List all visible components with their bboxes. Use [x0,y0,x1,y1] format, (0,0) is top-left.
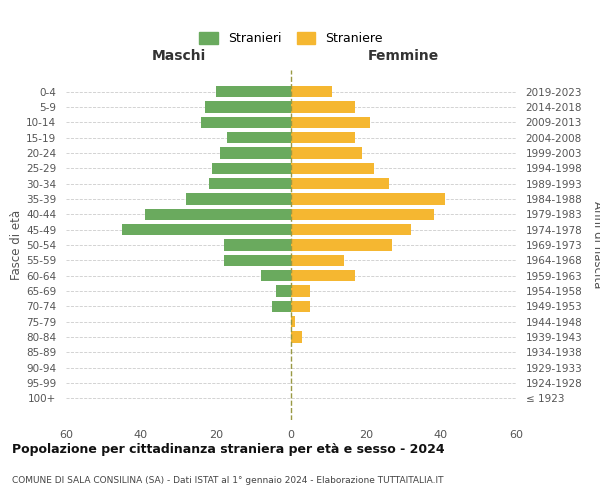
Bar [205,101,291,112]
Bar [216,86,291,98]
Bar [276,286,291,297]
Bar [212,162,291,174]
Bar [291,147,362,158]
Bar [291,332,302,343]
Text: Popolazione per cittadinanza straniera per età e sesso - 2024: Popolazione per cittadinanza straniera p… [12,442,445,456]
Y-axis label: Anni di nascita: Anni di nascita [591,202,600,288]
Bar [201,116,291,128]
Bar [261,270,291,281]
Text: Maschi: Maschi [151,49,206,63]
Legend: Stranieri, Straniere: Stranieri, Straniere [194,28,388,50]
Bar [291,286,310,297]
Bar [186,193,291,204]
Bar [223,239,291,251]
Bar [291,162,373,174]
Bar [291,193,445,204]
Y-axis label: Fasce di età: Fasce di età [10,210,23,280]
Bar [209,178,291,190]
Bar [122,224,291,235]
Bar [291,101,355,112]
Bar [291,316,295,328]
Bar [291,254,343,266]
Bar [291,300,310,312]
Text: COMUNE DI SALA CONSILINA (SA) - Dati ISTAT al 1° gennaio 2024 - Elaborazione TUT: COMUNE DI SALA CONSILINA (SA) - Dati IST… [12,476,443,485]
Bar [291,239,392,251]
Bar [291,208,433,220]
Bar [272,300,291,312]
Bar [220,147,291,158]
Text: Femmine: Femmine [368,49,439,63]
Bar [291,132,355,143]
Bar [223,254,291,266]
Bar [291,224,411,235]
Bar [291,116,370,128]
Bar [227,132,291,143]
Bar [291,178,389,190]
Bar [291,86,332,98]
Bar [145,208,291,220]
Bar [291,270,355,281]
